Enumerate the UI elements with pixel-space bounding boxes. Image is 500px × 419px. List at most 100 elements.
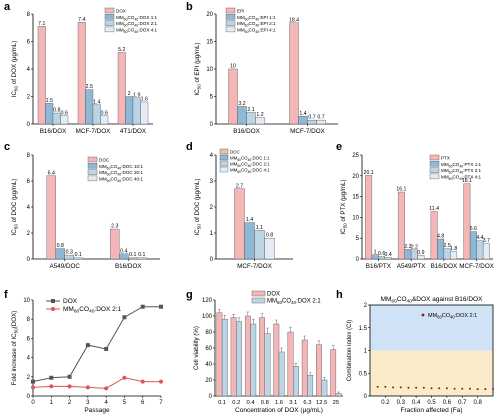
bar-value-label: 0.8 [53, 108, 60, 114]
legend-label: EPI [237, 9, 244, 14]
legend-swatch [225, 26, 236, 33]
bar [316, 344, 322, 397]
y-tick-label: 20 [352, 174, 359, 180]
bar [384, 257, 392, 260]
bar-value-label: 2 [128, 91, 131, 97]
legend-swatch [219, 148, 229, 155]
bar-value-label: 0.6 [61, 110, 68, 116]
bar-value-label: 0.1 [138, 252, 145, 258]
legend-marker [51, 299, 55, 303]
bar [140, 101, 149, 125]
data-point [140, 379, 145, 384]
x-tick-label: 0.2 [232, 400, 240, 406]
y-tick-label: 6 [27, 179, 31, 185]
legend-label: MM60CO40:PTX 1:1 [441, 162, 482, 169]
bar [228, 68, 238, 125]
data-point [438, 387, 441, 390]
legend-label: MM60CO40:DOC 10:1 [99, 164, 143, 171]
y-tick-label: 10 [352, 215, 359, 221]
bar-value-label: 5.2 [118, 47, 125, 53]
y-tick-label: 20 [205, 378, 212, 384]
data-point [85, 385, 90, 390]
legend-label: MM60CO40:DOX 4:1 [116, 28, 158, 35]
bar [264, 237, 275, 260]
bar-value-label: 1.9 [133, 92, 140, 98]
legend-swatch [429, 154, 440, 161]
bar [250, 323, 257, 397]
bar [463, 183, 471, 260]
x-tick-label: 0.7 [458, 400, 467, 406]
bar-value-label: 1.8 [450, 246, 457, 252]
bar-value-label: 0.9 [417, 250, 424, 256]
x-tick-label: A549/PTX [397, 263, 427, 270]
bar-value-label: 2.3 [404, 244, 411, 250]
legend-label: MM60CO40:DOC 40:1 [99, 177, 143, 184]
bar-value-label: 0.3 [66, 250, 73, 256]
y-tick-label: 1.5 [359, 326, 368, 332]
x-tick-label: 2 [68, 400, 72, 406]
bar-value-label: 1.5 [46, 98, 53, 104]
legend-swatch [429, 173, 440, 180]
bar [55, 248, 65, 260]
bar [125, 96, 134, 125]
data-point [67, 384, 72, 389]
legend-label: DOX [267, 292, 280, 298]
legend-label: MM60CO40:DOC 2:1 [230, 162, 270, 169]
bar [307, 119, 317, 125]
data-point [49, 375, 54, 380]
bar-value-label: 0.4 [120, 248, 127, 254]
bar-value-label: 1.4 [299, 111, 306, 117]
y-tick-label: 60 [205, 346, 212, 352]
bar-value-label: 3.2 [238, 101, 245, 107]
data-point [484, 388, 487, 391]
bar [216, 312, 223, 397]
data-point [104, 346, 109, 351]
x-tick-label: 4T1/DOX [120, 128, 147, 135]
bar [60, 115, 69, 125]
bar-value-label: 0.8 [57, 243, 64, 249]
y-tick-label: 4 [27, 205, 31, 211]
x-tick-label: A549/DOC [50, 263, 81, 270]
panel-letter: c [4, 141, 10, 153]
legend-swatch [104, 20, 115, 26]
y-tick-label: 0 [27, 394, 31, 400]
x-tick-label: MCF-7/DOX [459, 263, 494, 270]
panel-letter: h [336, 289, 343, 301]
x-axis-label: Fraction affected (Fa) [400, 407, 462, 414]
bar-value-label: 1.1 [256, 225, 263, 231]
x-tick-label: 0.1 [218, 400, 226, 406]
data-point [67, 374, 72, 379]
legend-label: DOC [230, 150, 240, 155]
bar [293, 366, 299, 397]
bar [365, 175, 373, 260]
ci-band [370, 305, 493, 351]
x-tick-label: MCF-7/DOX [237, 263, 272, 270]
data-point [430, 387, 433, 390]
bar [254, 230, 265, 260]
x-tick-label: 4 [104, 400, 108, 406]
bar-value-label: 6.4 [48, 170, 55, 176]
panel-letter: b [186, 1, 193, 13]
x-tick-label: 0.8 [473, 400, 482, 406]
x-tick-label: 12.5 [316, 400, 327, 406]
chart-title: MM60CO40&DOX against B16/DOX [381, 296, 484, 305]
bar-value-label: 7.4 [78, 17, 85, 23]
y-axis-label: Combination index (CI) [347, 320, 353, 381]
x-tick-label: 0.2 [381, 400, 390, 406]
bar [137, 257, 147, 260]
bar [450, 251, 458, 260]
y-tick-label: 120 [202, 298, 213, 304]
y-tick-label: 2 [27, 375, 31, 381]
y-axis-label: Fold increase of IC50(DOX) [11, 311, 19, 386]
legend-swatch [219, 166, 229, 173]
bar [316, 119, 326, 125]
bar [278, 351, 285, 397]
series-line [32, 306, 161, 383]
legend-label: MM60CO40:DOC 4:1 [230, 168, 270, 175]
bar-value-label: 1.4 [93, 99, 100, 105]
legend-label: MM60CO40:PTX 2:1 [441, 168, 482, 175]
legend-label: MM60CO40:DOX 2:1 [63, 306, 122, 315]
legend-label: MM60CO40:EPI 4:1 [237, 28, 276, 35]
bar [119, 253, 129, 260]
data-point [376, 385, 379, 388]
